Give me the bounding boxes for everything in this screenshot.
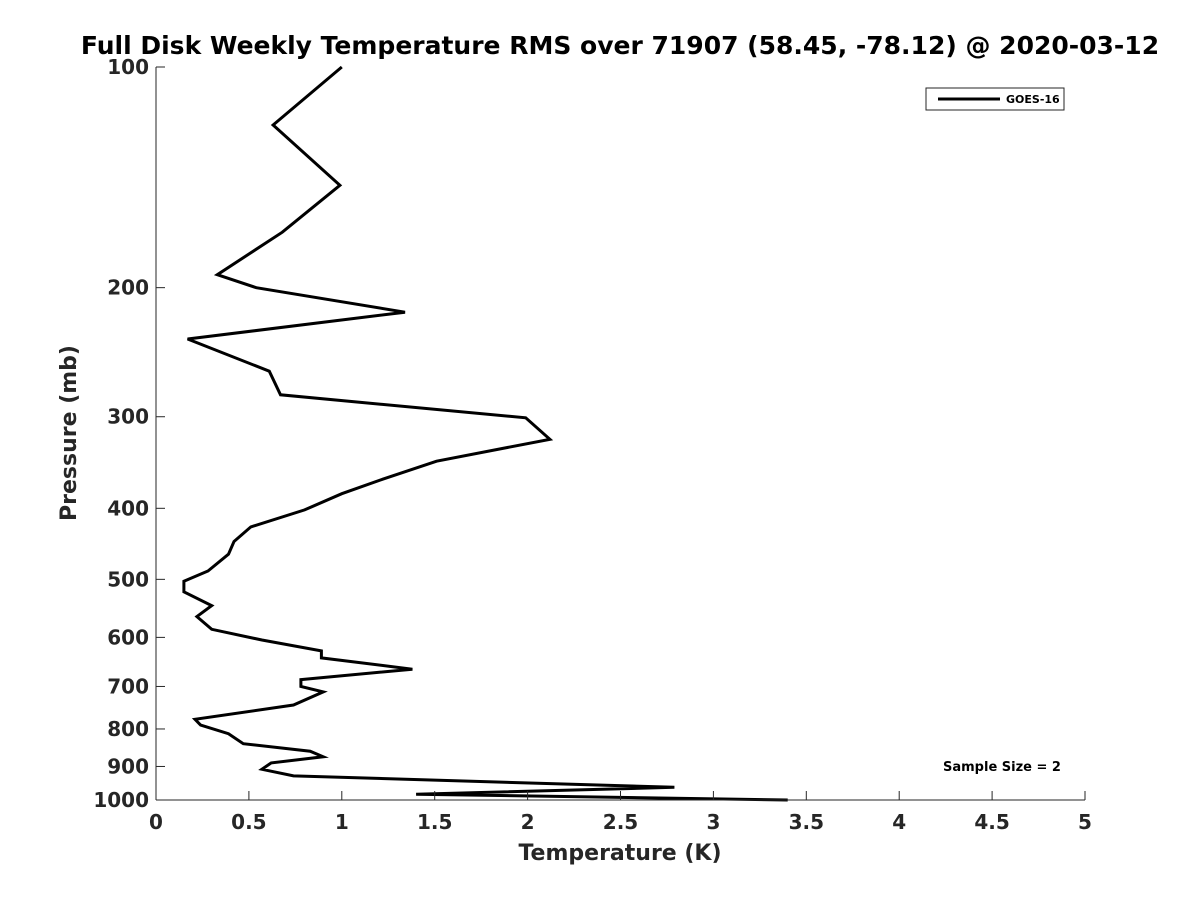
x-tick-label: 3.5	[789, 810, 824, 834]
x-tick-label: 2	[521, 810, 535, 834]
y-tick-label: 1000	[93, 788, 149, 812]
y-tick-label: 100	[107, 55, 149, 79]
x-tick-label: 3	[706, 810, 720, 834]
y-tick-label: 600	[107, 625, 149, 649]
x-tick-label: 1.5	[417, 810, 452, 834]
x-tick-label: 0	[149, 810, 163, 834]
x-tick-label: 2.5	[603, 810, 638, 834]
series-line-goes-16	[182, 65, 788, 802]
x-axis: 0 0.5 1 1.5 2 2.5 3 3.5 4 4.5 5	[149, 791, 1092, 834]
sample-size-annotation: Sample Size = 2	[943, 760, 1061, 775]
y-tick-label: 400	[107, 496, 149, 520]
y-tick-label: 500	[107, 567, 149, 591]
x-tick-label: 4.5	[974, 810, 1009, 834]
y-tick-label: 700	[107, 674, 149, 698]
y-axis-title: Pressure (mb)	[57, 345, 82, 521]
legend: GOES-16	[925, 87, 1065, 111]
plot-area	[182, 65, 788, 802]
y-tick-label: 300	[107, 405, 149, 429]
x-tick-label: 1	[335, 810, 349, 834]
x-tick-label: 4	[892, 810, 906, 834]
y-axis: 100 200 300 400 500 600 700 800 900 1000	[93, 55, 165, 812]
chart-title: Full Disk Weekly Temperature RMS over 71…	[81, 31, 1159, 60]
x-tick-label: 5	[1078, 810, 1092, 834]
y-tick-label: 200	[107, 276, 149, 300]
x-tick-label: 0.5	[231, 810, 266, 834]
x-axis-title: Temperature (K)	[518, 841, 721, 866]
y-tick-label: 800	[107, 717, 149, 741]
y-tick-label: 900	[107, 754, 149, 778]
legend-label-goes-16: GOES-16	[1006, 93, 1060, 106]
